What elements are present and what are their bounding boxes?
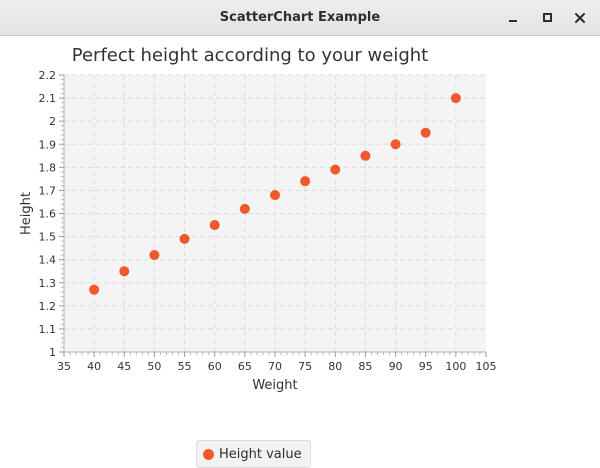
legend-marker: [203, 448, 214, 460]
x-tick-label: 85: [358, 360, 372, 373]
x-tick-label: 70: [268, 360, 282, 373]
x-tick-label: 40: [87, 360, 101, 373]
y-tick-label: 1.5: [39, 231, 57, 244]
x-tick-label: 55: [178, 360, 192, 373]
y-tick-label: 1.8: [39, 161, 57, 174]
y-tick-label: 1.9: [39, 138, 57, 151]
x-tick-label: 90: [389, 360, 403, 373]
data-point: [149, 250, 160, 261]
y-axis-label: Height: [19, 192, 34, 235]
data-point: [360, 150, 371, 161]
y-tick-label: 1.2: [39, 300, 57, 313]
data-point: [270, 190, 280, 201]
scatter-chart: Perfect height according to your weight 3…: [19, 45, 497, 393]
chart-title: Perfect height according to your weight: [72, 45, 428, 66]
chart-legend: Height value: [196, 440, 311, 468]
x-tick-label: 75: [298, 360, 312, 373]
data-point: [179, 233, 190, 244]
data-point: [209, 220, 220, 231]
data-point: [119, 266, 130, 277]
x-tick-label: 35: [57, 360, 71, 373]
maximize-icon: [543, 13, 552, 22]
maximize-button[interactable]: [536, 6, 560, 30]
y-tick-label: 1.4: [39, 254, 57, 267]
x-tick-label: 50: [147, 360, 161, 373]
data-point: [420, 127, 431, 138]
chart-area: Perfect height according to your weight 3…: [0, 37, 600, 468]
data-point: [390, 139, 401, 150]
x-tick-label: 65: [238, 360, 252, 373]
y-tick-label: 1.3: [39, 277, 57, 290]
y-tick-label: 1.7: [39, 184, 57, 197]
data-point: [89, 284, 100, 295]
minimize-button[interactable]: [502, 6, 526, 30]
x-axis-label: Weight: [252, 378, 297, 393]
y-tick-label: 2: [49, 115, 56, 128]
window-title: ScatterChart Example: [219, 10, 381, 25]
y-tick-label: 2.1: [39, 92, 57, 105]
data-point: [300, 176, 311, 187]
x-tick-label: 100: [445, 360, 466, 373]
x-tick-label: 60: [208, 360, 222, 373]
x-tick-label: 95: [419, 360, 433, 373]
x-tick-label: 105: [476, 360, 497, 373]
data-point: [239, 203, 250, 214]
minimize-icon: [509, 20, 517, 22]
y-tick-label: 1.6: [39, 208, 57, 221]
y-tick-label: 1.1: [39, 323, 57, 336]
y-tick-label: 2.2: [39, 69, 57, 82]
close-button[interactable]: [568, 6, 592, 30]
x-tick-label: 80: [328, 360, 342, 373]
x-tick-label: 45: [117, 360, 131, 373]
legend-label: Height value: [219, 446, 302, 462]
data-point: [450, 93, 461, 104]
data-point: [330, 164, 341, 175]
title-bar[interactable]: ScatterChart Example: [0, 0, 600, 36]
close-icon: [575, 13, 585, 23]
y-tick-label: 1: [49, 346, 56, 359]
